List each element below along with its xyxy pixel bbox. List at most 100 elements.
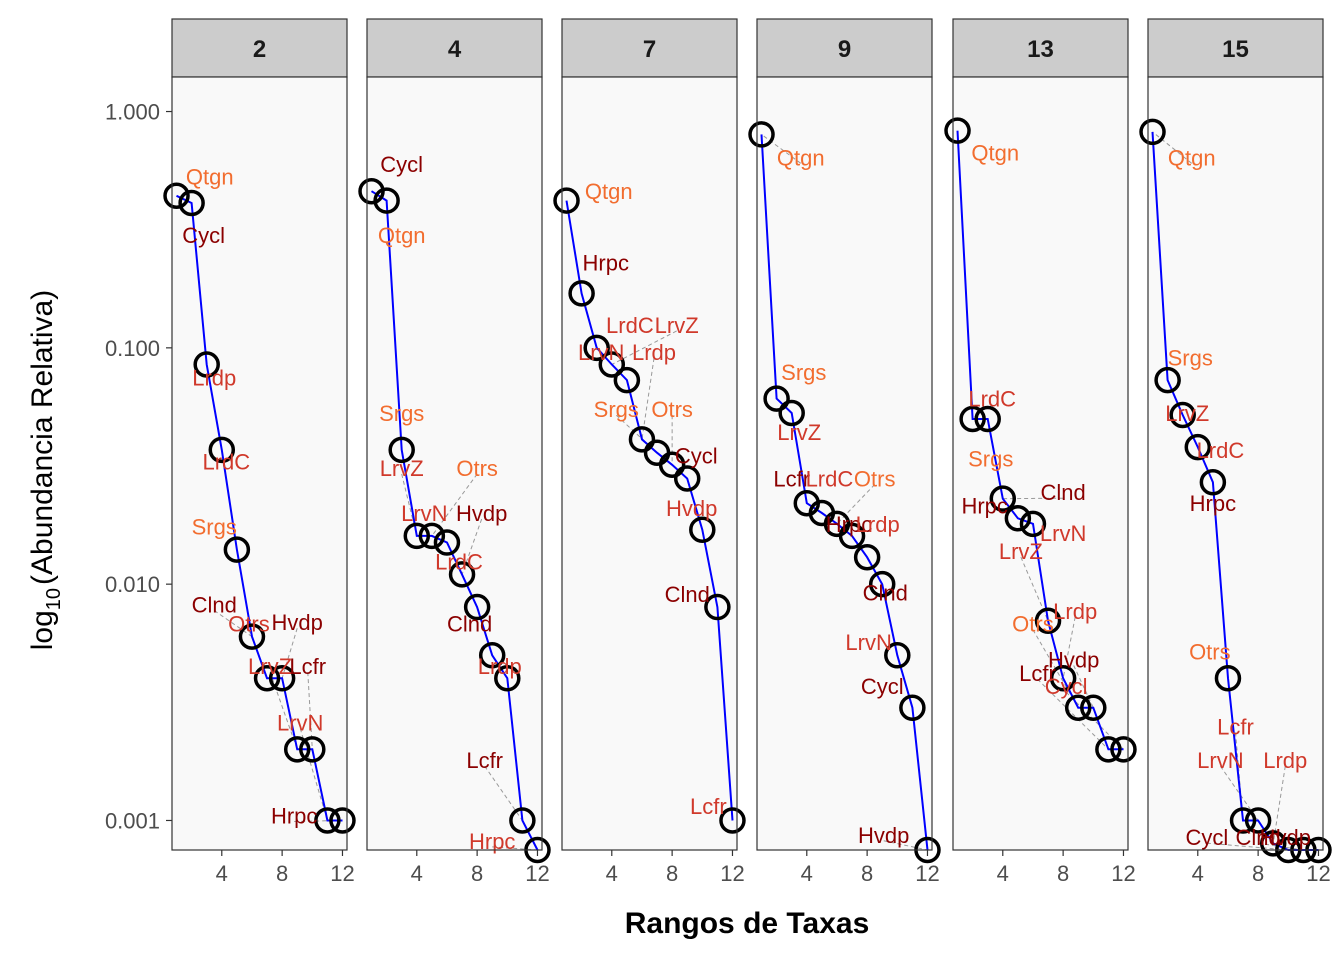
point-label: Srgs — [1168, 346, 1213, 371]
x-tick-label: 12 — [915, 861, 939, 886]
panel-background — [1148, 77, 1323, 850]
data-point — [853, 543, 881, 571]
data-point — [1019, 510, 1047, 538]
facet-strip-label: 15 — [1222, 36, 1249, 63]
point-label: LrdC — [606, 313, 654, 338]
label-connector — [281, 628, 298, 679]
data-point — [568, 280, 595, 307]
data-point — [868, 570, 896, 598]
data-point — [299, 736, 326, 763]
y-tick-label: 0.010 — [105, 572, 160, 597]
data-point — [283, 736, 311, 763]
data-point — [193, 351, 220, 378]
point-label: Hrpc — [826, 512, 872, 537]
data-point — [1004, 505, 1032, 532]
panel-border — [1147, 76, 1324, 851]
point-label: Lrdp — [856, 512, 900, 537]
point-label: Hrpc — [961, 494, 1007, 519]
data-point — [583, 334, 610, 362]
facet-panel-7: 7 Qtgn Hrpc LrdC LrvZ LrvN Lrdp Srgs Otrs Cycl Hvd… — [553, 18, 746, 886]
point-label: Cycl — [1185, 825, 1228, 850]
label-connector — [213, 610, 253, 637]
x-tick-label: 4 — [997, 861, 1009, 886]
data-point — [373, 187, 400, 214]
point-label: Lcfr — [773, 466, 810, 491]
point-label: LrvN — [578, 340, 624, 365]
y-axis-title-log: log — [26, 610, 59, 650]
facet-strip-label: 2 — [253, 36, 266, 63]
point-label: Qtgn — [1168, 145, 1216, 170]
point-label: Hvdp — [272, 610, 323, 635]
data-point — [478, 642, 506, 669]
x-tick-label: 4 — [411, 861, 423, 886]
series-line — [760, 134, 929, 851]
data-point — [778, 399, 805, 427]
panel-border — [756, 76, 933, 851]
point-label: LrdC — [435, 549, 483, 574]
point-label: Clnd — [665, 582, 710, 607]
point-label: Lcfr — [690, 794, 727, 819]
data-point — [628, 426, 656, 453]
data-point — [673, 465, 701, 492]
data-point — [448, 561, 476, 588]
panel-border — [561, 76, 738, 851]
point-label: LrvN — [1040, 521, 1086, 546]
point-label: LrvZ — [655, 313, 699, 338]
data-point — [329, 807, 356, 834]
data-point — [613, 366, 641, 394]
point-label: Lcfr — [1217, 714, 1254, 739]
facet-strip — [171, 18, 348, 78]
data-point — [1244, 807, 1272, 834]
point-label: Srgs — [594, 397, 639, 422]
point-label: Clnd — [1041, 480, 1086, 505]
point-label: Otrs — [456, 456, 498, 481]
data-point — [418, 522, 446, 550]
point-label: Otrs — [1189, 639, 1231, 664]
point-label: LrvZ — [777, 420, 821, 445]
data-point — [494, 664, 521, 692]
point-label: LrdC — [202, 450, 250, 475]
panel-background — [757, 77, 932, 850]
data-point — [509, 807, 536, 834]
panel-border — [952, 76, 1129, 851]
x-axis-title: Rangos de Taxas — [625, 907, 870, 940]
data-point — [598, 351, 626, 378]
point-label: Hvdp — [456, 501, 507, 526]
point-label: Hvdp — [858, 823, 909, 848]
data-point — [1229, 807, 1257, 834]
point-label: Otrs — [1012, 612, 1054, 637]
facet-strip-label: 4 — [448, 36, 462, 63]
label-connector — [615, 414, 658, 454]
data-point — [223, 536, 251, 563]
x-tick-label: 8 — [276, 861, 288, 886]
point-label: LrvZ — [380, 456, 424, 481]
y-tick-label: 0.001 — [105, 808, 160, 833]
point-label: Srgs — [379, 401, 424, 426]
point-label: Lrdp — [632, 340, 676, 365]
data-point — [1214, 664, 1242, 692]
point-label: LrvZ — [1165, 401, 1209, 426]
point-label: Hrpc — [271, 803, 317, 828]
point-label: Cycl — [861, 674, 904, 699]
point-label: Cycl — [1045, 674, 1088, 699]
data-point — [1184, 433, 1212, 461]
point-label: Clnd — [192, 593, 237, 618]
point-label: Hvdp — [666, 496, 717, 521]
point-label: Hrpc — [1190, 491, 1236, 516]
data-point — [704, 593, 731, 621]
data-point — [1110, 736, 1137, 763]
y-tick-label: 1.000 — [105, 100, 160, 125]
data-point — [403, 522, 431, 550]
point-label: LrvN — [845, 630, 891, 655]
point-label: Clnd — [1236, 825, 1281, 850]
x-tick-label: 12 — [525, 861, 549, 886]
data-point — [1064, 694, 1092, 721]
data-point — [178, 189, 205, 217]
data-point — [884, 642, 911, 669]
x-tick-label: 4 — [606, 861, 618, 886]
x-tick-label: 8 — [1252, 861, 1264, 886]
y-tick-label: 0.100 — [105, 336, 160, 361]
label-connector — [836, 484, 876, 525]
